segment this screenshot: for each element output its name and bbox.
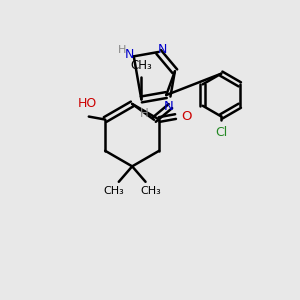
Text: N: N xyxy=(164,100,174,113)
Text: Cl: Cl xyxy=(215,126,227,139)
Text: H: H xyxy=(140,107,149,120)
Text: CH₃: CH₃ xyxy=(140,186,161,196)
Text: CH₃: CH₃ xyxy=(130,59,152,72)
Text: HO: HO xyxy=(78,97,97,110)
Text: H: H xyxy=(118,45,127,55)
Text: N: N xyxy=(158,43,167,56)
Text: O: O xyxy=(181,110,191,123)
Text: CH₃: CH₃ xyxy=(103,186,124,196)
Text: N: N xyxy=(124,48,134,62)
